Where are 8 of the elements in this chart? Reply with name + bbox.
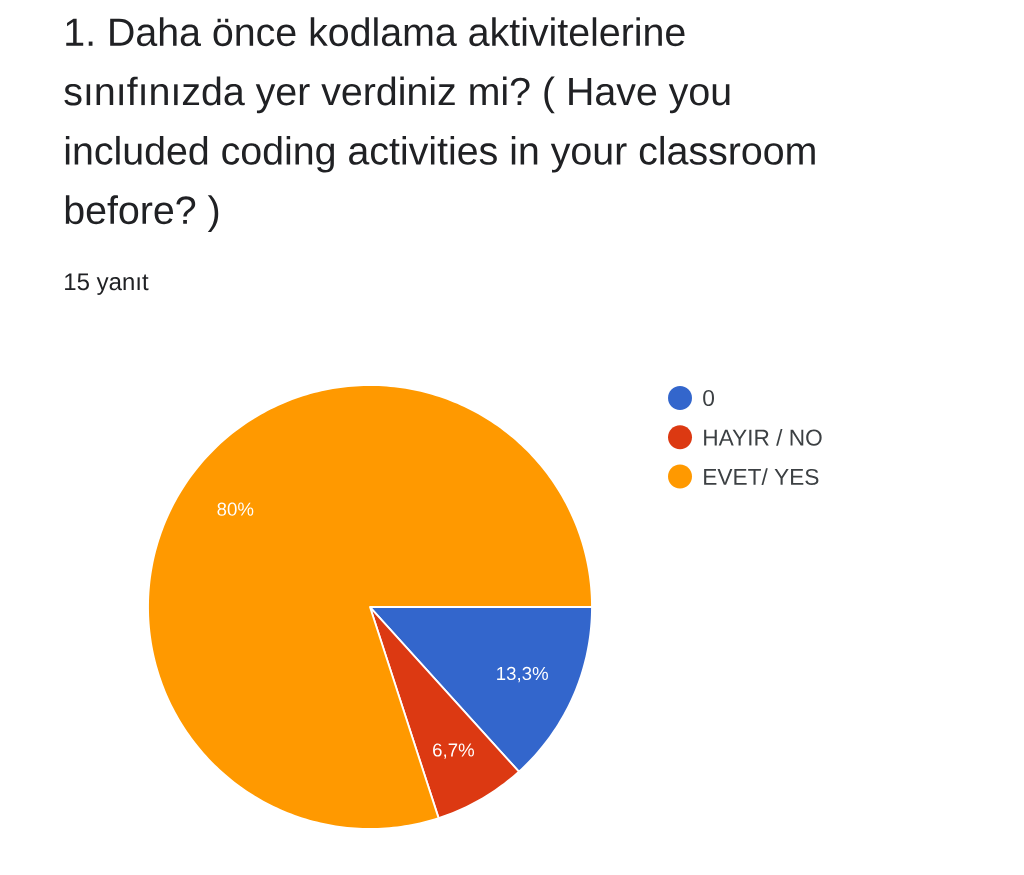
- data-label: 13,3%: [497, 666, 548, 683]
- legend-label: EVET/ YES: [704, 468, 819, 485]
- legend-label: 0: [703, 389, 715, 407]
- data-label: 6,7%: [433, 743, 475, 759]
- chart-title: 1. Daha önce kodlama aktivitelerine sınıfınızda yer verdiniz mi? ( Have you included coding activities in your classroom before? ): [64, 17, 815, 232]
- legend-label: HAYIR / NO: [704, 429, 822, 446]
- data-label: 80%: [217, 502, 254, 516]
- chart-subtitle: 15 yanıt: [65, 273, 149, 295]
